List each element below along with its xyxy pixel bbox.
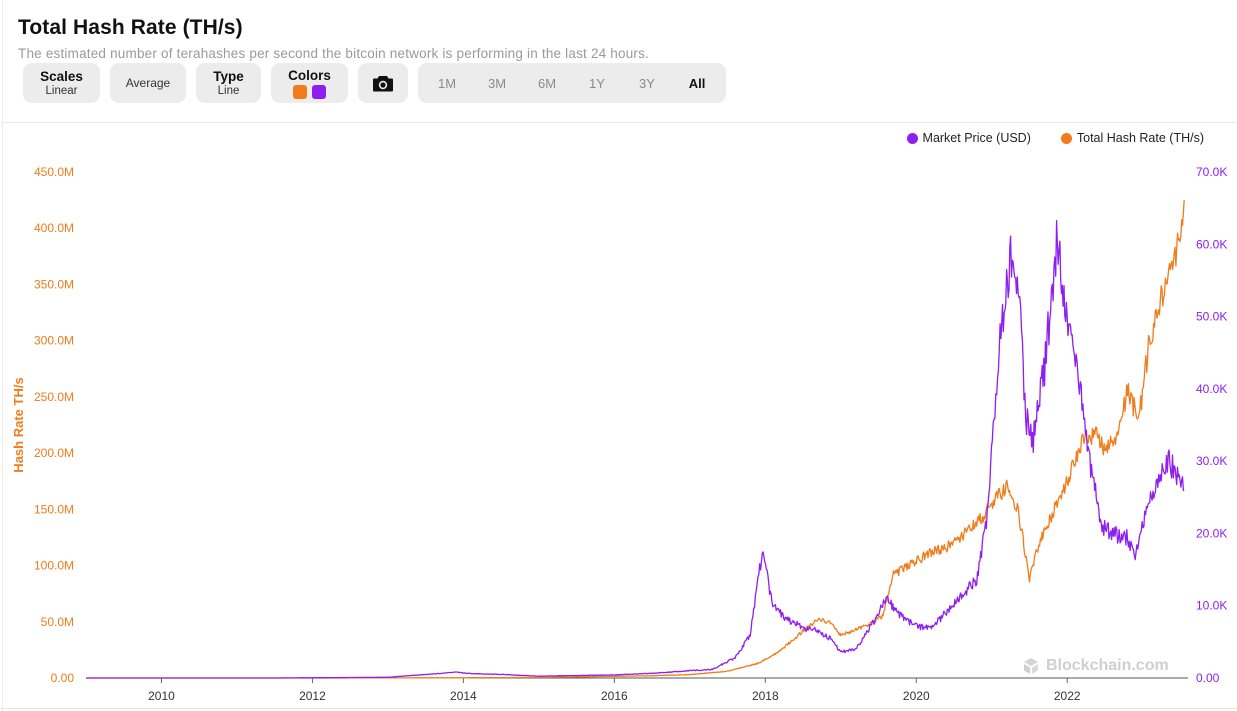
y-left-tick-label: 200.0M: [34, 446, 74, 460]
watermark-text: Blockchain.com: [1046, 657, 1169, 674]
y-left-tick-label: 250.0M: [34, 390, 74, 404]
y-right-tick-label: 60.0K: [1196, 237, 1227, 251]
x-tick-label: 2012: [299, 689, 326, 703]
range-selector: 1M 3M 6M 1Y 3Y All: [418, 63, 726, 103]
range-3y[interactable]: 3Y: [639, 75, 655, 91]
screenshot-button[interactable]: [358, 63, 408, 103]
frame-border-left: [2, 0, 3, 711]
scales-button[interactable]: Scales Linear: [23, 63, 100, 103]
type-value: Line: [217, 84, 240, 97]
range-1y[interactable]: 1Y: [589, 75, 605, 91]
y-left-tick-label: 50.0M: [41, 615, 74, 629]
frame-border-bottom: [0, 708, 1237, 709]
y-axis-label: Hash Rate TH/s: [11, 377, 26, 472]
color-swatches: [293, 84, 326, 99]
type-button[interactable]: Type Line: [196, 63, 261, 103]
average-label: Average: [125, 76, 171, 90]
x-tick-label: 2014: [450, 689, 477, 703]
legend-label-hash: Total Hash Rate (TH/s): [1076, 131, 1204, 145]
y-right-tick-label: 40.0K: [1196, 382, 1227, 396]
hash-rate-series-line: [86, 200, 1185, 679]
chart-toolbar: Scales Linear Average Type Line Colors 1…: [23, 63, 726, 103]
market-price-series-line: [86, 219, 1185, 679]
watermark: Blockchain.com: [1022, 657, 1169, 675]
y-left-tick-label: 150.0M: [34, 502, 74, 516]
legend-item-hash[interactable]: Total Hash Rate (TH/s): [1060, 131, 1204, 145]
page-title: Total Hash Rate (TH/s): [18, 16, 243, 39]
y-left-tick-label: 350.0M: [34, 277, 74, 291]
y-right-tick-label: 10.0K: [1196, 599, 1227, 613]
y-right-tick-label: 70.0K: [1196, 165, 1227, 179]
y-left-tick-label: 100.0M: [34, 559, 74, 573]
header-divider: [3, 122, 1237, 123]
scales-label: Scales: [40, 68, 83, 84]
y-right-tick-label: 0.00: [1196, 671, 1220, 685]
page-subtitle: The estimated number of terahashes per s…: [18, 46, 650, 61]
color-swatch-purple[interactable]: [312, 84, 326, 99]
y-left-tick-label: 0.00: [51, 671, 75, 685]
legend-label-price: Market Price (USD): [922, 131, 1031, 145]
blockchain-logo-icon: [1024, 658, 1038, 674]
x-tick-label: 2018: [752, 689, 779, 703]
x-tick-label: 2020: [903, 689, 930, 703]
legend-dot-price: [906, 132, 918, 144]
range-1m[interactable]: 1M: [437, 75, 457, 91]
y-left-tick-label: 400.0M: [34, 221, 74, 235]
y-right-tick-label: 50.0K: [1196, 310, 1227, 324]
x-tick-label: 2010: [148, 689, 175, 703]
type-label: Type: [213, 68, 244, 84]
chart-legend: Market Price (USD) Total Hash Rate (TH/s…: [906, 131, 1204, 145]
camera-icon: [373, 75, 393, 91]
range-all[interactable]: All: [688, 75, 706, 91]
y-right-tick-label: 20.0K: [1196, 526, 1227, 540]
legend-item-price[interactable]: Market Price (USD): [906, 131, 1031, 145]
scales-value: Linear: [45, 84, 78, 97]
y-left-tick-label: 300.0M: [34, 334, 74, 348]
legend-dot-hash: [1060, 132, 1072, 144]
colors-label: Colors: [288, 67, 331, 83]
average-button[interactable]: Average: [110, 63, 186, 103]
range-6m[interactable]: 6M: [537, 75, 557, 91]
colors-button[interactable]: Colors: [271, 63, 348, 103]
chart-header: Total Hash Rate (TH/s) The estimated num…: [18, 16, 1218, 61]
y-right-tick-label: 30.0K: [1196, 454, 1227, 468]
range-3m[interactable]: 3M: [487, 75, 507, 91]
x-tick-label: 2022: [1054, 689, 1081, 703]
color-swatch-orange[interactable]: [293, 84, 307, 99]
y-left-tick-label: 450.0M: [34, 165, 74, 179]
x-tick-label: 2016: [601, 689, 628, 703]
